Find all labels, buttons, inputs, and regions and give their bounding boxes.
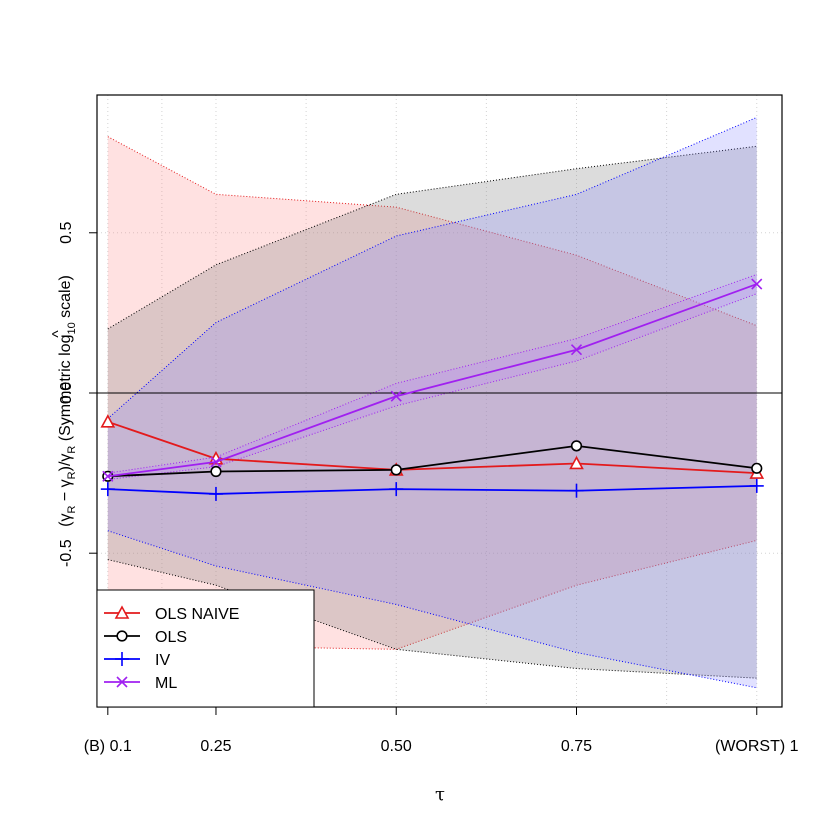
- data-point-marker: [390, 390, 402, 402]
- band-upper-edge: [107, 145, 757, 330]
- data-point-marker: [570, 344, 583, 356]
- data-point-marker: [208, 486, 223, 501]
- data-point-marker: [389, 482, 404, 497]
- y-axis-title-hat: ^: [50, 330, 67, 338]
- band-iv: [107, 117, 757, 688]
- band-lower-edge: [107, 530, 757, 689]
- data-point-marker: [100, 414, 116, 428]
- legend: OLS NAIVE OLS IV ML: [96, 589, 315, 708]
- marker-stroke: [116, 676, 128, 688]
- band-ols: [107, 146, 757, 679]
- y-axis: -0.5 0.0 0.5: [58, 222, 98, 567]
- legend-item-iv: IV: [104, 652, 170, 669]
- marker-stroke: [210, 456, 222, 468]
- band-ml: [107, 274, 757, 480]
- x-axis: (B) 0.1 0.25 0.50 0.75 (WORST) 1: [84, 706, 799, 755]
- data-point-marker: [751, 462, 763, 474]
- legend-box: [96, 589, 315, 708]
- data-point-marker: [570, 440, 583, 452]
- x-tick-label: (B) 0.1: [84, 738, 132, 755]
- series-ml: [102, 278, 763, 482]
- legend-label: OLS NAIVE: [155, 606, 239, 623]
- band-upper-edge: [107, 116, 757, 419]
- marker-stroke: [390, 390, 402, 402]
- band-upper-edge: [107, 136, 757, 327]
- legend-item-ols: OLS: [104, 629, 187, 646]
- series-lines: [100, 278, 765, 501]
- data-point-marker: [749, 478, 764, 493]
- series-iv: [100, 478, 764, 501]
- data-point-marker: [569, 455, 584, 470]
- marker-stroke: [751, 278, 763, 290]
- data-point-marker: [102, 470, 114, 482]
- legend-label: OLS: [155, 629, 187, 646]
- legend-label: ML: [155, 675, 177, 692]
- x-tick-label: 0.25: [200, 738, 231, 755]
- x-tick-label: 0.75: [561, 738, 592, 755]
- confidence-bands: [107, 116, 757, 689]
- x-tick-label: 0.50: [381, 738, 412, 755]
- data-point-marker: [116, 630, 128, 642]
- data-point-marker: [114, 605, 130, 619]
- legend-item-ols-naive: OLS NAIVE: [104, 605, 239, 623]
- data-point-marker: [210, 456, 222, 468]
- band-upper-edge: [107, 273, 757, 474]
- band-lower-edge: [107, 559, 757, 679]
- y-tick-label: 0.5: [58, 222, 75, 244]
- y-tick-label: -0.5: [58, 539, 75, 567]
- y-tick-label: 0.0: [58, 382, 75, 404]
- data-point-marker: [751, 278, 763, 290]
- legend-label: IV: [155, 652, 170, 669]
- data-point-marker: [100, 482, 115, 497]
- data-point-marker: [115, 652, 129, 666]
- marker-stroke: [570, 344, 583, 356]
- x-tick-label: (WORST) 1: [715, 738, 799, 755]
- data-point-marker: [569, 483, 584, 498]
- data-point-marker: [390, 464, 402, 476]
- x-axis-title: τ: [435, 784, 445, 805]
- data-point-marker: [210, 465, 222, 478]
- legend-item-ml: ML: [104, 675, 177, 692]
- band-lower-edge: [107, 293, 757, 480]
- y-axis-title: (γR − γR)/γR (Symmetric log10 scale): [57, 275, 78, 527]
- marker-stroke: [102, 470, 114, 482]
- data-point-marker: [116, 676, 128, 688]
